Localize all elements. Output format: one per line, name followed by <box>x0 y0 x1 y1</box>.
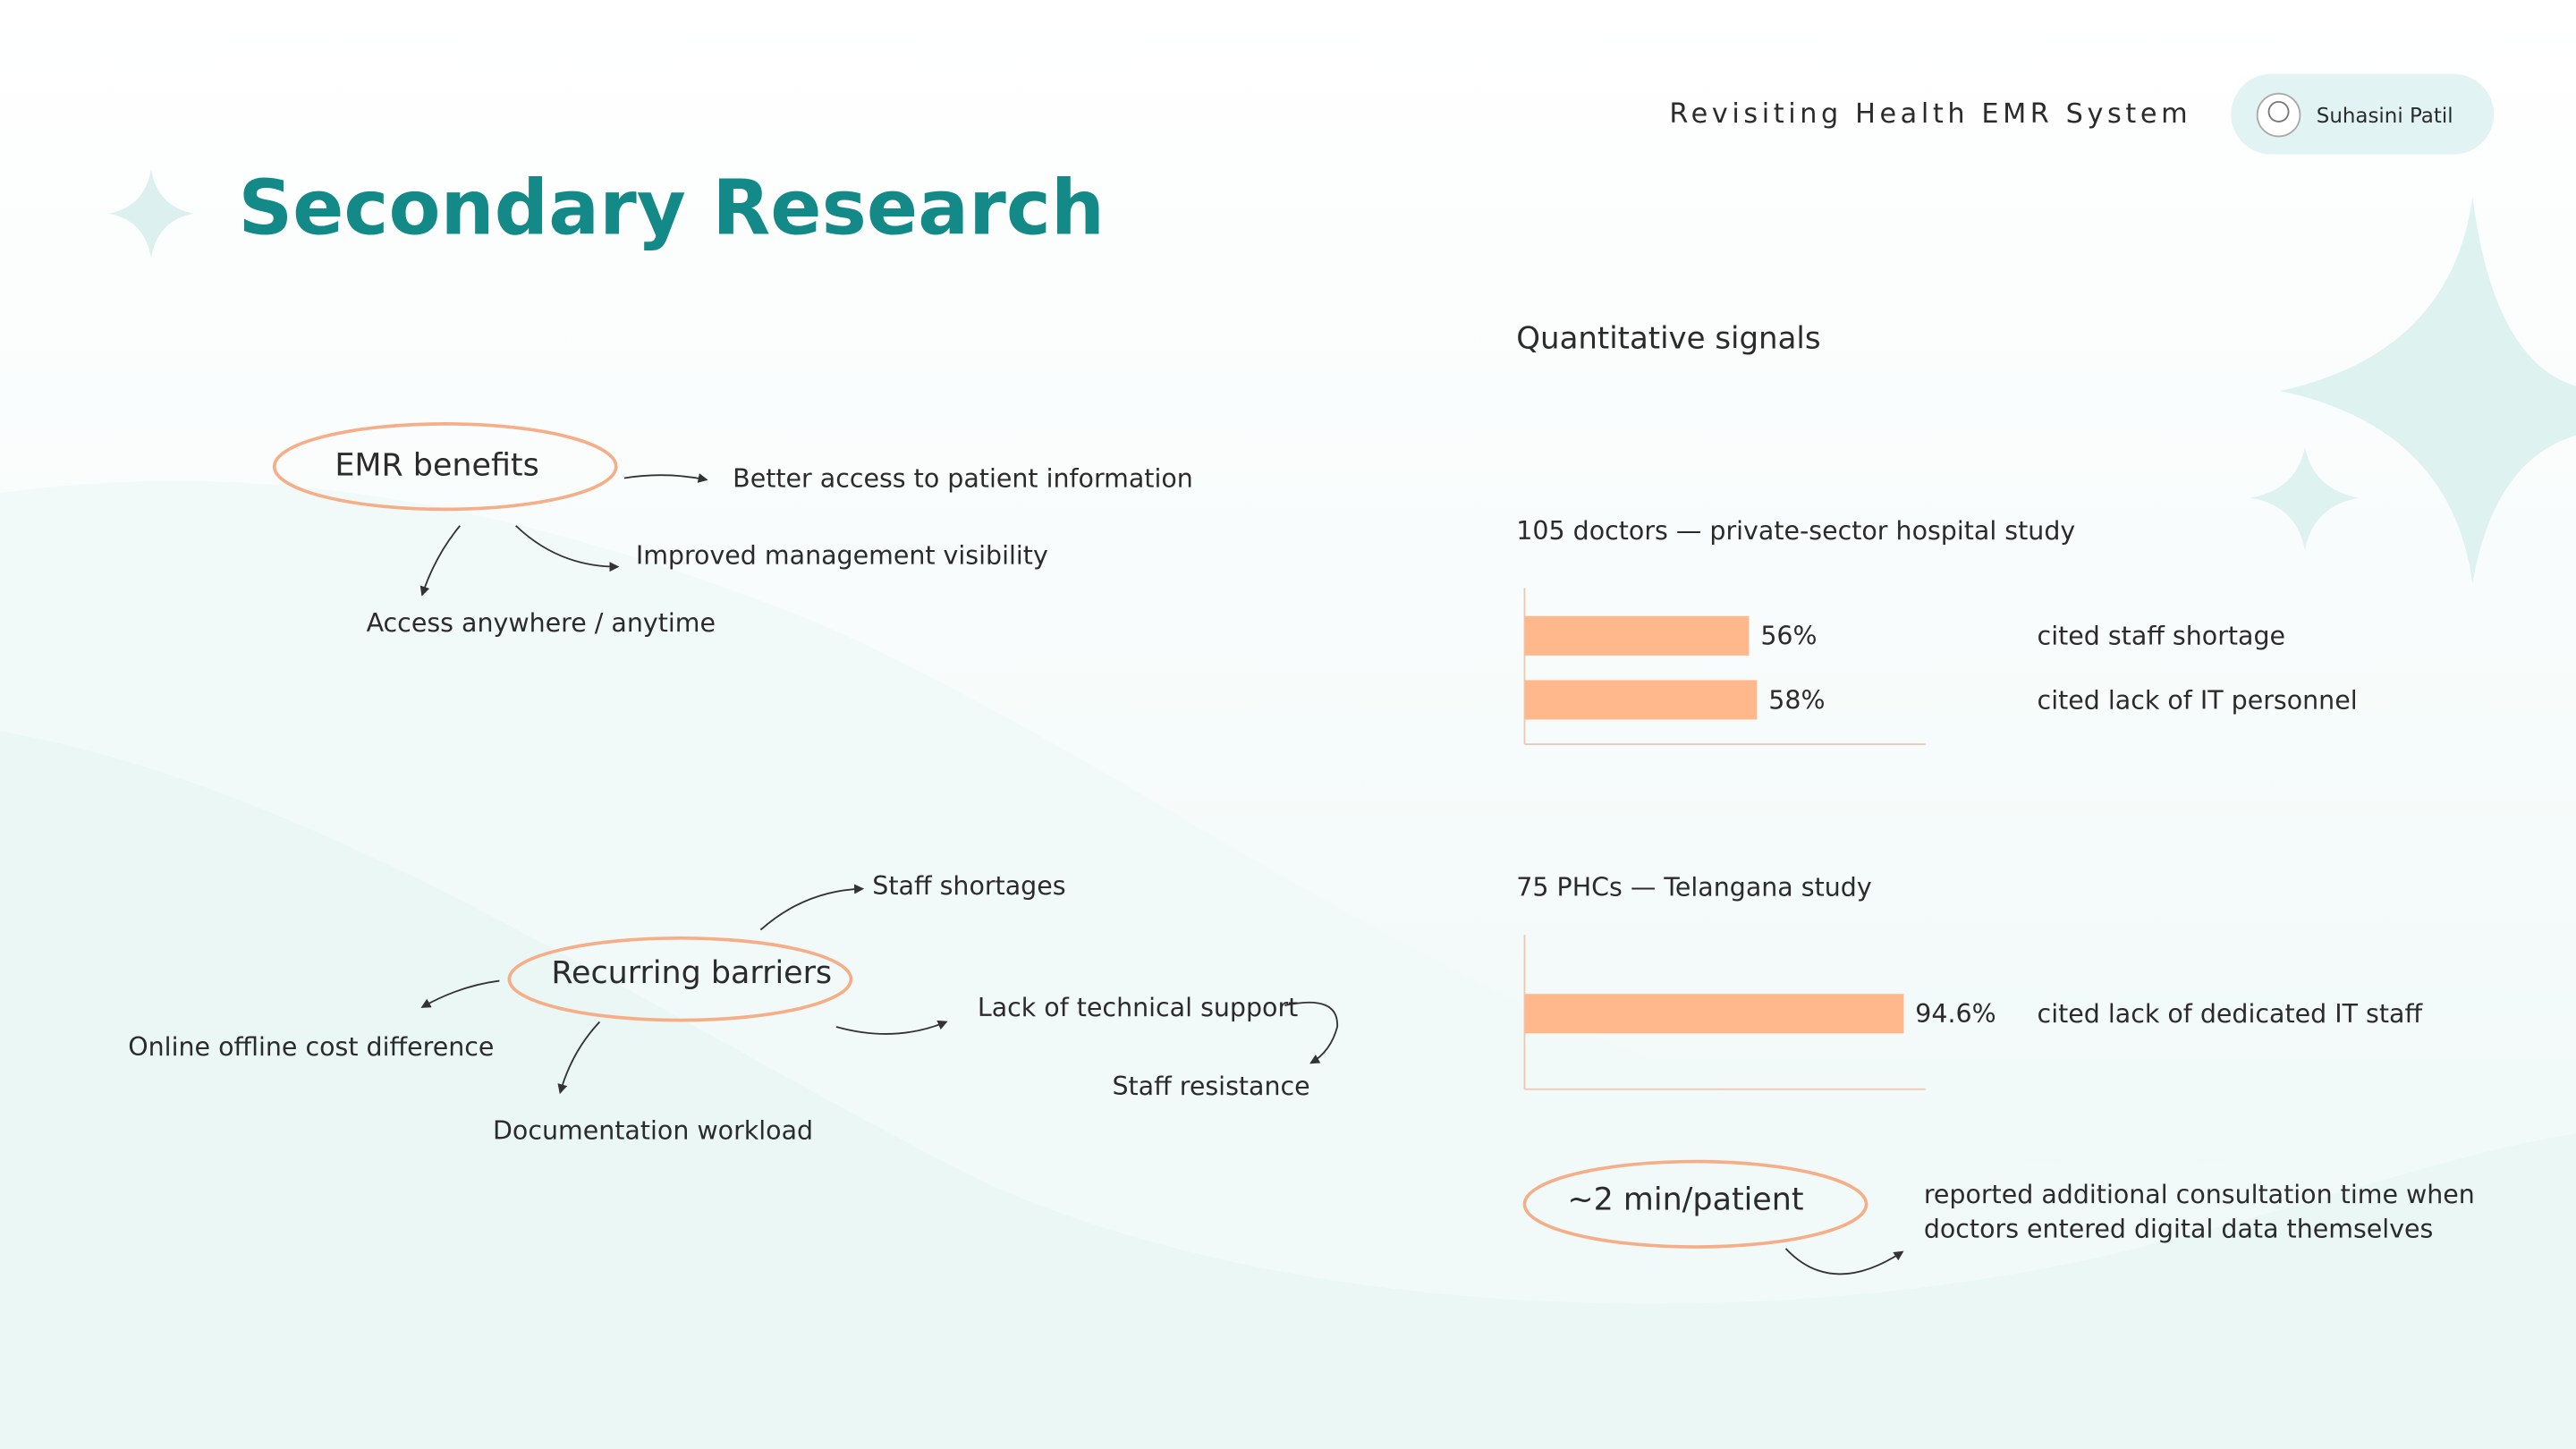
highlight-note: reported additional consultation time wh… <box>1924 1180 2475 1209</box>
mind-map-center: EMR benefits <box>335 448 538 484</box>
arrow <box>1284 1001 1339 1064</box>
branch-label: Access anywhere / anytime <box>367 608 716 638</box>
bar <box>1524 994 1904 1034</box>
arrow <box>835 1020 948 1035</box>
section-heading: Quantitative signals <box>1516 321 1820 357</box>
highlight-value: ~2 min/patient <box>1567 1182 1803 1218</box>
branch-label: Better access to patient information <box>733 463 1193 493</box>
branch-label: Staff resistance <box>1112 1072 1309 1101</box>
highlight-note: doctors entered digital data themselves <box>1924 1215 2434 1244</box>
arrow <box>515 525 620 572</box>
branch-label: Improved management visibility <box>636 541 1048 571</box>
mind-map-center: Recurring barriers <box>551 955 832 991</box>
bar <box>1524 680 1758 720</box>
value-label: 94.6% <box>1915 999 1996 1029</box>
node-oval <box>272 422 618 512</box>
author-name: Suhasini Patil <box>2317 105 2453 128</box>
arrow <box>557 1021 601 1095</box>
arrow <box>623 473 708 483</box>
wave <box>0 731 2576 1449</box>
branch-label: Lack of technical support <box>978 993 1298 1022</box>
arrow <box>419 525 461 597</box>
category-label: cited lack of dedicated IT staff <box>2038 999 2424 1029</box>
category-label: cited lack of IT personnel <box>2038 685 2358 715</box>
branch-label: Documentation workload <box>493 1116 813 1146</box>
star <box>108 169 194 258</box>
branch-label: Online offline cost difference <box>128 1032 494 1062</box>
project-name: Revisiting Health EMR System <box>1669 98 2191 130</box>
branch-label: Staff shortages <box>872 871 1065 901</box>
node-oval <box>507 936 853 1022</box>
bar <box>1524 615 1750 656</box>
star <box>2280 197 2576 584</box>
arrow <box>1784 1248 1904 1275</box>
author-chip[interactable] <box>2231 73 2495 155</box>
value-label: 58% <box>1768 685 1825 715</box>
arrow <box>759 884 865 931</box>
chart-title: 105 doctors — private-sector hospital st… <box>1516 516 2075 546</box>
avatar <box>2256 92 2301 138</box>
avatar-face <box>2267 100 2290 123</box>
slide-title: Secondary Research <box>238 165 1105 252</box>
chart-title: 75 PHCs — Telangana study <box>1516 873 1871 902</box>
node-oval <box>1522 1159 1868 1249</box>
value-label: 56% <box>1760 622 1817 651</box>
star <box>2250 446 2360 551</box>
category-label: cited staff shortage <box>2038 622 2286 651</box>
arrow <box>420 979 500 1008</box>
